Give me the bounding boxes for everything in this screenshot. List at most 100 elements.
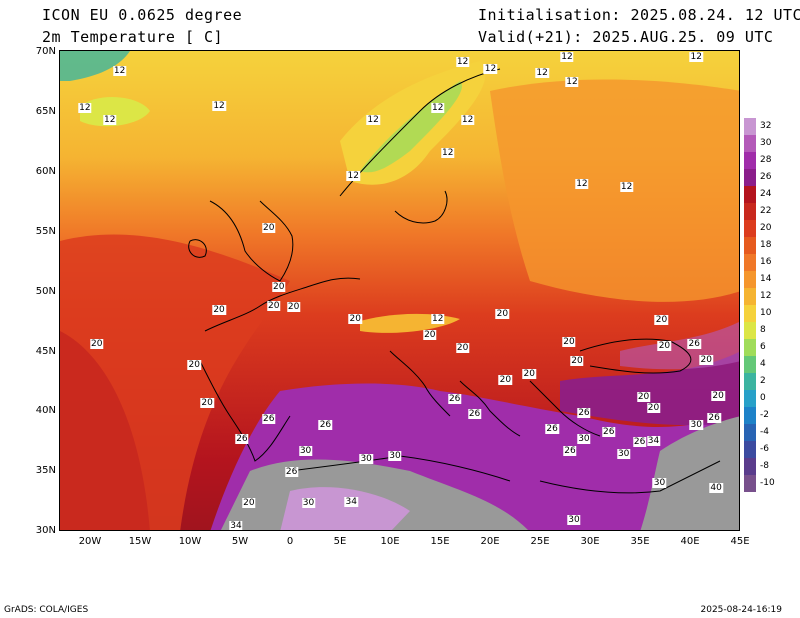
contour-label: 26: [707, 412, 721, 423]
colorbar-segment: [744, 322, 756, 340]
contour-label: 26: [467, 409, 482, 420]
contour-label: 30: [567, 514, 581, 525]
lon-label: 10W: [178, 536, 202, 547]
contour-label: 12: [455, 56, 470, 67]
contour-label: 26: [262, 413, 276, 424]
lon-label: 10E: [380, 536, 400, 547]
contour-label: 20: [267, 300, 281, 311]
contour-label: 20: [657, 340, 672, 351]
lon-label: 20W: [78, 536, 102, 547]
colorbar-segment: [744, 169, 756, 187]
contour-label: 20: [495, 309, 510, 320]
colorbar-segment: [744, 135, 756, 153]
contour-label: 26: [447, 393, 462, 404]
med-east: [560, 351, 739, 426]
contour-label: 30: [577, 434, 591, 445]
colorbar-label: 4: [760, 358, 766, 369]
colorbar-label: 8: [760, 324, 766, 335]
east-europe: [490, 79, 739, 302]
colorbar-label: 18: [760, 239, 772, 250]
contour-label: 20: [646, 403, 661, 414]
contour-label: 12: [440, 148, 455, 159]
contour-label: 26: [318, 419, 333, 430]
lon-label: 40E: [680, 536, 700, 547]
contour-label: 12: [366, 114, 380, 125]
colorbar-segment: [744, 186, 756, 204]
contour-label: 20: [286, 302, 301, 313]
contour-label: 20: [498, 375, 513, 386]
colorbar-label: -4: [760, 426, 769, 437]
contour-label: 20: [654, 315, 669, 326]
colorbar-label: 10: [760, 307, 772, 318]
colorbar-label: 0: [760, 392, 766, 403]
lon-label: 30E: [580, 536, 600, 547]
colorbar-segment: [744, 203, 756, 221]
lon-label: 15E: [430, 536, 450, 547]
contour-label: 20: [636, 392, 651, 403]
contour-label: 26: [577, 407, 591, 418]
footer-timestamp: 2025-08-24-16:19: [700, 605, 783, 615]
colorbar-label: -8: [760, 460, 769, 471]
colorbar-label: -6: [760, 443, 769, 454]
colorbar-label: 28: [760, 154, 772, 165]
lat-label: 30N: [35, 525, 56, 536]
contour-label: 20: [562, 337, 576, 347]
contour-label: 30: [298, 446, 313, 457]
contour-label: 20: [522, 369, 536, 380]
colorbar-segment: [744, 220, 756, 238]
contour-label: 20: [699, 355, 713, 366]
colorbar-label: 20: [760, 222, 772, 233]
contour-label: 26: [545, 423, 559, 434]
contour-label: 20: [212, 304, 226, 315]
lat-label: 50N: [35, 286, 56, 297]
contour-label: 12: [112, 66, 127, 77]
contour-label: 20: [455, 343, 470, 354]
colorbar-segment: [744, 339, 756, 357]
contour-label: 20: [348, 314, 362, 325]
contour-label: 12: [78, 102, 92, 113]
contour-label: 12: [565, 77, 579, 88]
colorbar-label: 6: [760, 341, 766, 352]
contour-label: 26: [632, 436, 647, 447]
lon-label: 25E: [530, 536, 550, 547]
colorbar-label: 32: [760, 120, 772, 131]
contour-label: 30: [359, 453, 373, 464]
colorbar-segment: [744, 458, 756, 476]
lon-label: 20E: [480, 536, 500, 547]
colorbar-segment: [744, 305, 756, 323]
lon-label: 45E: [730, 536, 750, 547]
contour-label: 20: [90, 339, 104, 350]
lat-label: 35N: [35, 465, 56, 476]
contour-label: 26: [602, 427, 616, 438]
iceland: [80, 96, 150, 127]
contour-label: 12: [535, 67, 549, 78]
contour-label: 12: [483, 64, 498, 75]
colorbar-segment: [744, 373, 756, 391]
contour-label: 26: [235, 434, 249, 445]
colorbar-label: 16: [760, 256, 772, 267]
temperature-map[interactable]: 12 12 12 12 12 12 12 12 12 12 12 12 12 12 12 12 12 20 20 20…: [59, 50, 740, 531]
colorbar-segment: [744, 118, 756, 136]
contour-label: 20: [711, 391, 725, 402]
contour-label: 30: [388, 451, 402, 462]
contour-label: 20: [187, 359, 201, 370]
colorbar-label: 26: [760, 171, 772, 182]
contour-label: 12: [212, 101, 226, 112]
contour-label: 20: [570, 356, 584, 367]
colorbar-label: 30: [760, 137, 772, 148]
contour-label: 34: [229, 521, 243, 531]
contour-label: 20: [271, 281, 286, 292]
near-east-hot: [640, 416, 739, 530]
lat-label: 40N: [35, 405, 56, 416]
colorbar-label: 14: [760, 273, 772, 284]
contour-label: 12: [346, 171, 360, 182]
contour-label: 34: [344, 496, 359, 507]
contour-label: 20: [262, 222, 276, 233]
colorbar-segment: [744, 424, 756, 442]
lon-label: 0: [286, 536, 294, 547]
colorbar-segment: [744, 475, 756, 492]
colorbar-segment: [744, 390, 756, 408]
contour-label: 30: [652, 477, 667, 488]
contour-label: 30: [689, 419, 703, 430]
contour-label: 26: [563, 446, 577, 457]
